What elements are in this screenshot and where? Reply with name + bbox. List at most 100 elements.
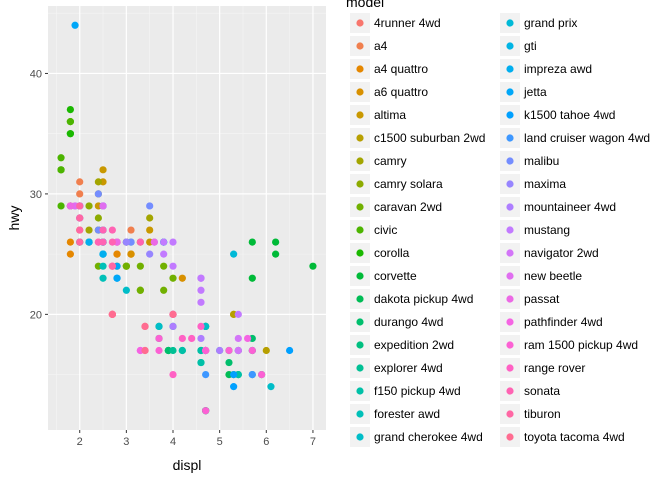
legend-item-label: navigator 2wd [524,246,599,260]
data-point [258,370,266,379]
data-point [66,238,74,246]
legend-key-swatch [506,410,514,418]
data-point [57,202,65,210]
legend-key-swatch [356,226,364,234]
legend-item-label: a4 [374,39,388,53]
data-point [113,274,121,282]
data-point [99,226,107,234]
data-point [108,238,116,246]
legend-item-label: sonata [524,384,560,398]
data-point [85,226,93,234]
legend-key-swatch [356,364,364,372]
legend-key-swatch [356,318,364,326]
legend-key-swatch [506,318,514,326]
data-point [230,250,238,258]
legend-item-label: durango 4wd [374,315,443,329]
legend-title: model [346,0,384,10]
data-point [141,346,149,355]
legend-item-label: mustang [524,223,570,237]
x-tick-label: 7 [310,436,316,448]
data-point [178,334,186,343]
data-point [244,334,252,343]
data-point [94,190,102,198]
legend-item-label: corvette [374,269,417,283]
data-point [169,238,177,246]
data-point [122,238,130,246]
legend-item-label: a4 quattro [374,62,428,76]
legend-item-label: mountaineer 4wd [524,200,616,214]
legend-item-label: c1500 suburban 2wd [374,131,485,145]
data-point [248,346,256,355]
data-point [99,202,107,210]
legend-key-swatch [506,65,514,73]
data-point [272,238,280,246]
legend-key-swatch [506,157,514,165]
legend-key-swatch [506,433,514,441]
data-point [160,286,168,294]
y-axis-title: hwy [6,206,22,231]
data-point [66,250,74,258]
data-point [99,262,107,270]
data-point [248,238,256,246]
x-tick-label: 4 [170,436,176,448]
data-point [76,238,84,246]
data-point [178,274,186,282]
data-point [99,250,107,258]
legend-item-label: a6 quattro [374,85,428,99]
legend-key-swatch [506,226,514,234]
data-point [127,250,135,258]
legend-item-label: expedition 2wd [374,338,454,352]
legend-item-label: altima [374,108,406,122]
data-point [99,238,107,246]
legend-key-swatch [356,65,364,73]
legend-key-swatch [506,272,514,280]
data-point [169,310,177,318]
legend-key-swatch [356,134,364,142]
legend-item-label: civic [374,223,397,237]
data-point [108,310,116,318]
data-point [216,346,224,355]
legend-key-swatch [506,88,514,96]
legend-item-label: maxima [524,177,566,191]
y-axis-ticks: 20 30 40 [30,68,48,321]
data-point [197,322,205,331]
legend-key-swatch [506,341,514,349]
data-point [197,286,205,294]
data-point [57,166,65,174]
data-point [150,238,158,246]
data-point [136,286,144,294]
data-point [160,250,168,258]
x-axis-title: displ [173,457,202,473]
data-point [99,274,107,282]
data-point [76,178,84,186]
data-point [155,334,163,343]
x-axis-ticks: 2 3 4 5 6 7 [77,430,316,448]
data-point [197,334,205,343]
data-point [94,214,102,222]
data-point [169,370,177,379]
data-point [272,250,280,258]
legend: model 4runner 4wd a4 a4 quattro a6 quattro a… [346,0,650,447]
legend-item-label: land cruiser wagon 4wd [524,131,650,145]
data-point [94,178,102,186]
data-point [178,346,186,355]
legend-key-swatch [356,249,364,257]
data-point [267,383,275,391]
data-point [76,226,84,234]
data-point [197,298,205,306]
data-point [146,250,154,258]
data-point [108,262,116,270]
data-point [141,322,149,331]
data-point [197,274,205,282]
data-point [57,154,65,162]
x-tick-label: 2 [77,436,83,448]
legend-item-label: dakota pickup 4wd [374,292,473,306]
data-point [169,262,177,270]
legend-key-swatch [356,88,364,96]
legend-key-swatch [506,295,514,303]
data-point [160,262,168,270]
legend-item-label: camry solara [374,177,443,191]
legend-key-swatch [506,180,514,188]
data-point [136,238,144,246]
